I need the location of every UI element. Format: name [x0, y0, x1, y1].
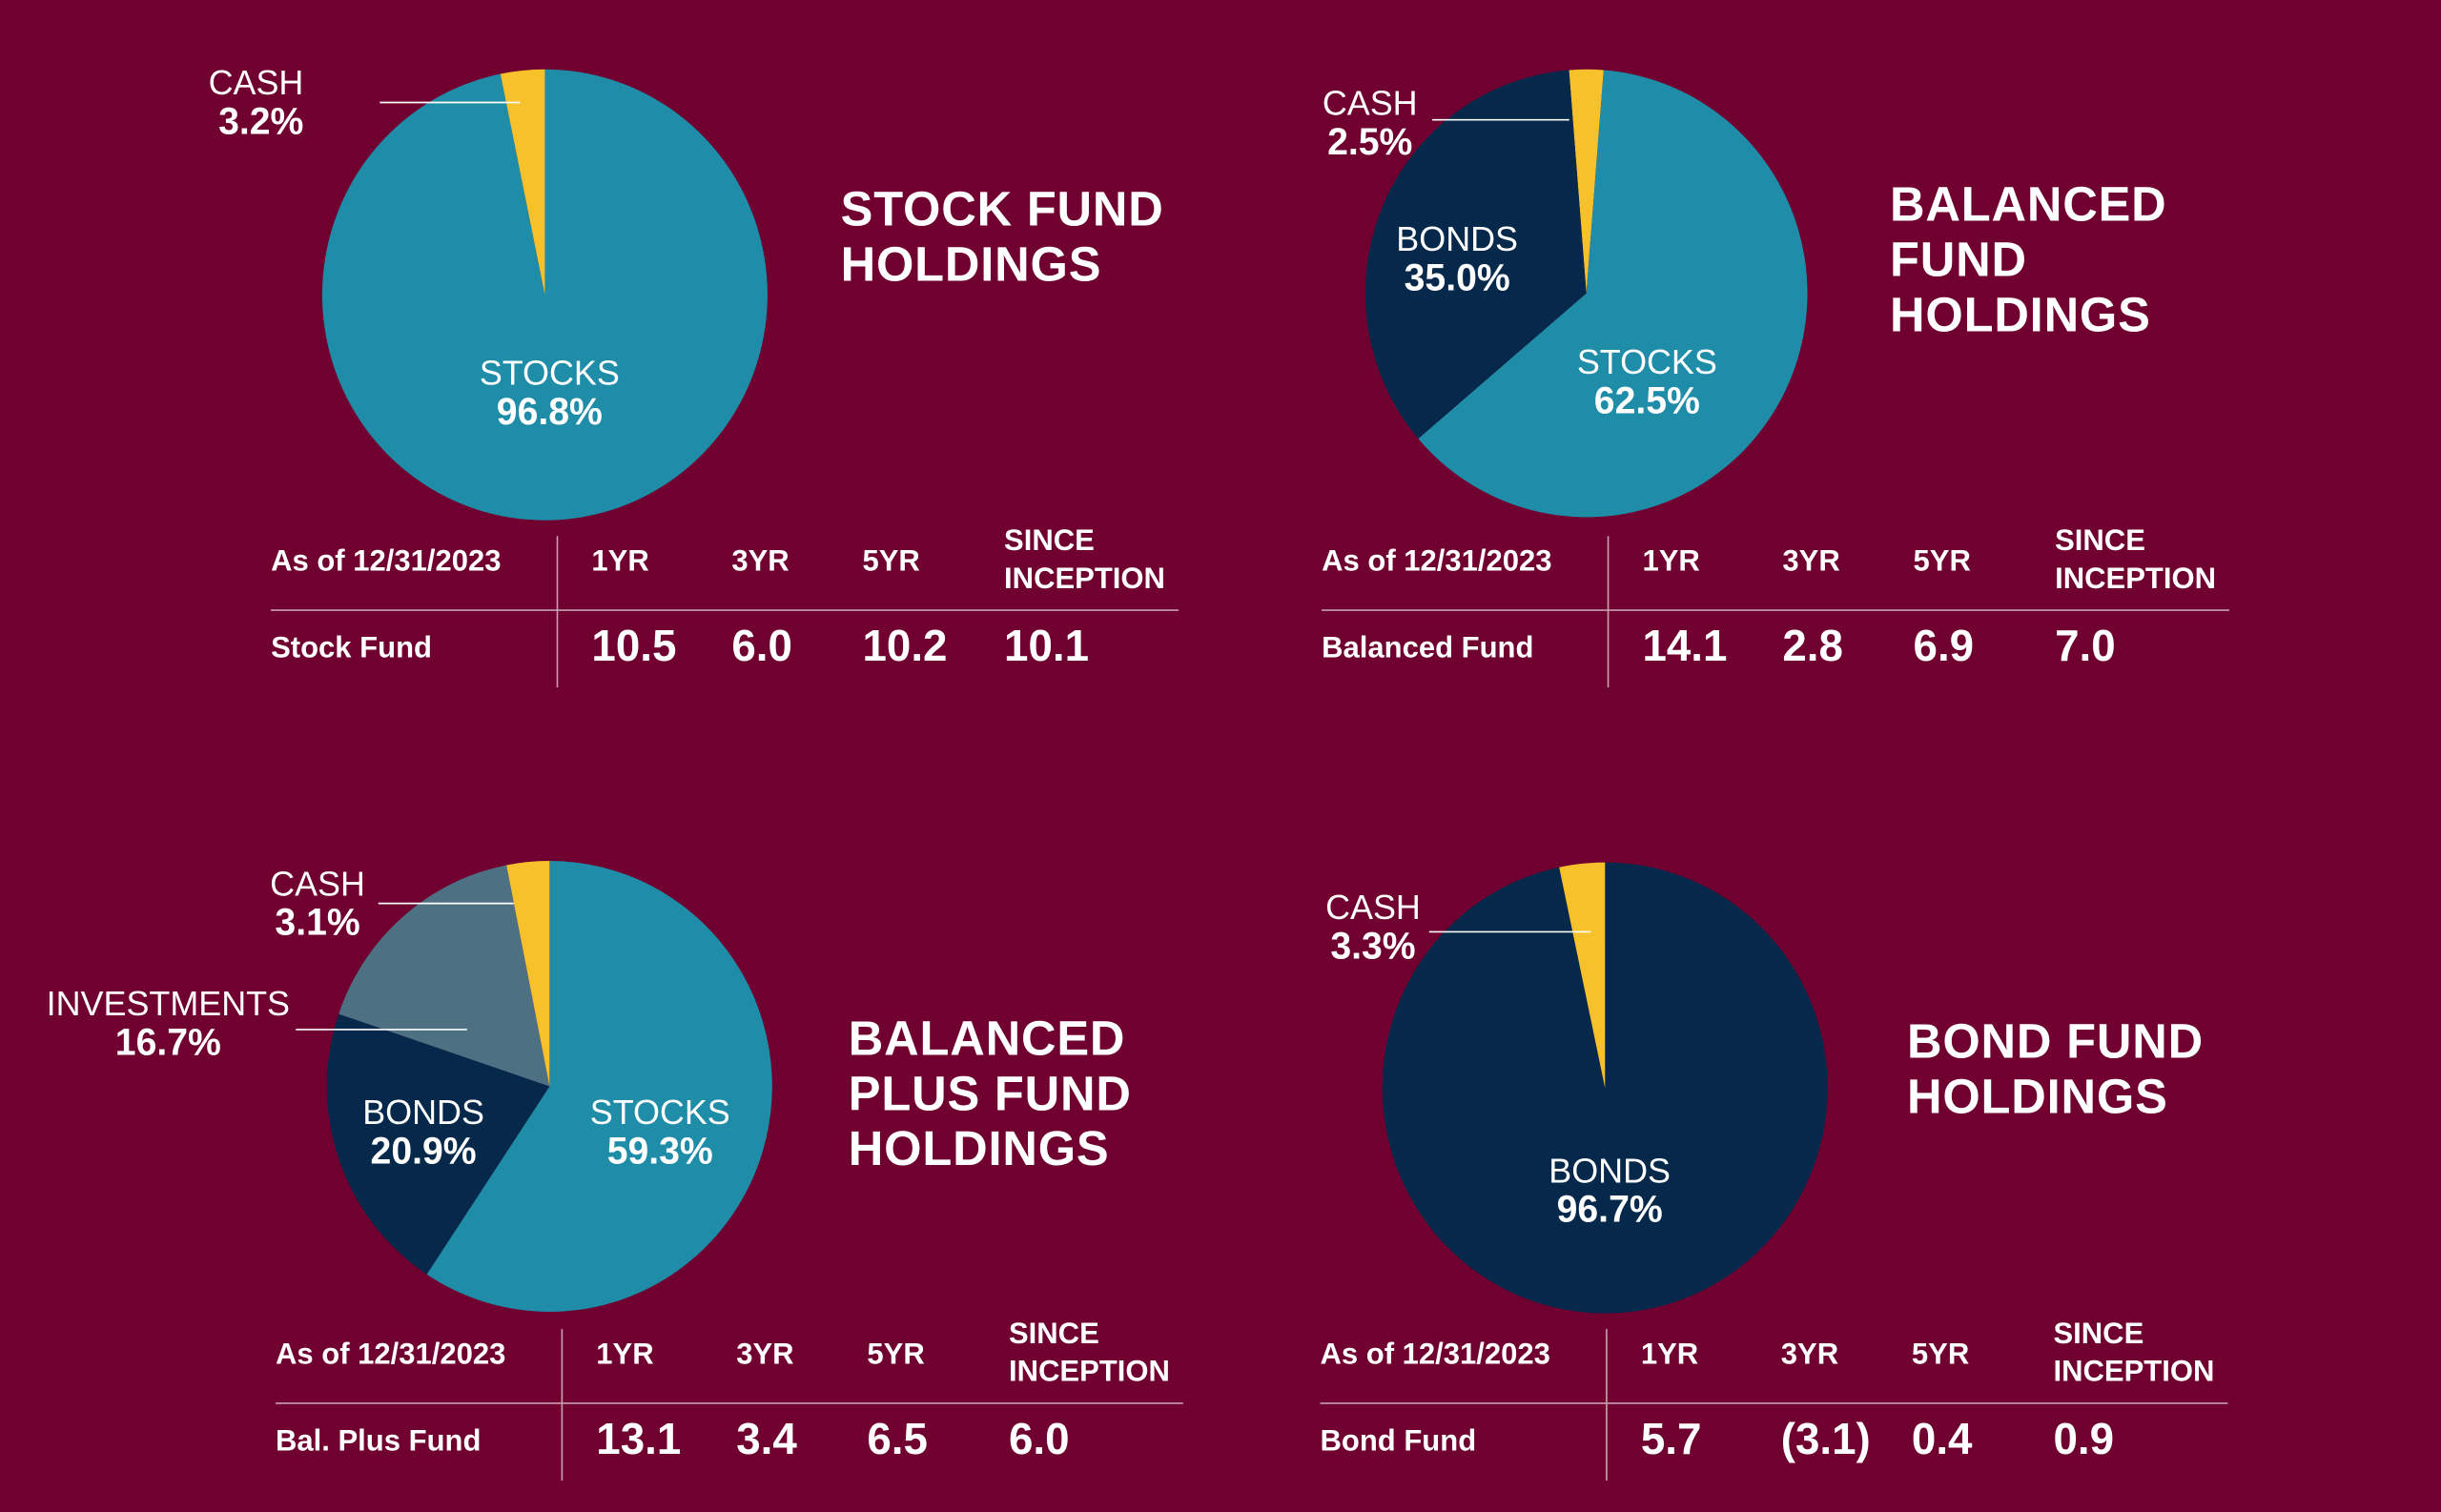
table-value: 10.2 — [862, 621, 948, 670]
slice-label: STOCKS — [480, 353, 620, 392]
pie-slice — [338, 865, 550, 1087]
chart-title: BALANCED PLUS FUND HOLDINGS — [848, 1011, 1132, 1176]
table-header: As of 12/31/2023 — [1322, 545, 1552, 579]
table-value: 7.0 — [2055, 621, 2116, 670]
slice-value: 20.9% — [371, 1130, 477, 1172]
slice-label: BONDS — [1549, 1151, 1671, 1190]
row-name: Bond Fund — [1320, 1425, 1477, 1459]
table-header: 5YR — [1911, 1338, 1970, 1372]
chart-title: BALANCED FUND HOLDINGS — [1890, 176, 2167, 342]
slice-label: CASH — [1325, 888, 1421, 927]
table-header: SINCE INCEPTION — [2053, 1318, 2215, 1390]
table-value: 6.5 — [867, 1414, 928, 1463]
slice-value: 62.5% — [1594, 379, 1700, 421]
table-header: 5YR — [867, 1338, 925, 1372]
slice-value: 3.3% — [1330, 925, 1415, 967]
slice-label: CASH — [270, 864, 365, 903]
slice-value: 2.5% — [1327, 121, 1412, 163]
table-value: 0.4 — [1911, 1414, 1973, 1463]
table-value: 13.1 — [596, 1414, 682, 1463]
table-header: SINCE INCEPTION — [2055, 524, 2217, 597]
table-value: 14.1 — [1642, 621, 1728, 670]
table-value: 6.9 — [1913, 621, 1975, 670]
slice-label: BONDS — [362, 1093, 484, 1132]
pie-slice — [426, 860, 772, 1312]
slice-value: 3.1% — [275, 901, 359, 943]
slice-label: CASH — [209, 63, 304, 102]
pie-slice — [1569, 69, 1604, 294]
table-header: As of 12/31/2023 — [271, 545, 502, 579]
table-header: As of 12/31/2023 — [1320, 1338, 1550, 1372]
row-name: Stock Fund — [271, 632, 432, 665]
table-header: 1YR — [1640, 1338, 1699, 1372]
pie-slice — [506, 860, 550, 1087]
table-header: 1YR — [591, 545, 649, 579]
row-name: Bal. Plus Fund — [275, 1425, 482, 1459]
table-header: 1YR — [596, 1338, 654, 1372]
table-value: (3.1) — [1780, 1414, 1871, 1463]
chart-title: STOCK FUND HOLDINGS — [840, 181, 1164, 292]
pie-slice — [1418, 70, 1808, 518]
table-header: 5YR — [862, 545, 920, 579]
table-header: As of 12/31/2023 — [275, 1338, 506, 1372]
slice-value: 16.7% — [115, 1021, 221, 1063]
chart-title: BOND FUND HOLDINGS — [1906, 1013, 2205, 1125]
slice-label: BONDS — [1396, 219, 1518, 258]
slice-value: 35.0% — [1405, 256, 1510, 298]
pie-slice — [321, 69, 768, 521]
table-header: 5YR — [1913, 545, 1971, 579]
slice-label: CASH — [1323, 84, 1418, 123]
table-value: 2.8 — [1782, 621, 1843, 670]
slice-label: STOCKS — [1577, 342, 1717, 381]
slice-value: 96.8% — [497, 391, 603, 433]
table-header: SINCE INCEPTION — [1004, 524, 1165, 597]
slice-value: 59.3% — [607, 1130, 713, 1172]
table-header: 3YR — [1780, 1338, 1839, 1372]
pie-slice — [1364, 70, 1587, 439]
table-value: 10.5 — [591, 621, 677, 670]
slice-label: STOCKS — [590, 1093, 730, 1132]
table-value: 3.4 — [736, 1414, 797, 1463]
table-header: 3YR — [731, 545, 790, 579]
pie-slice — [500, 69, 545, 296]
table-header: 1YR — [1642, 545, 1700, 579]
row-name: Balanced Fund — [1322, 632, 1534, 665]
table-header: 3YR — [736, 1338, 794, 1372]
table-value: 0.9 — [2053, 1414, 2115, 1463]
slice-value: 96.7% — [1557, 1188, 1663, 1230]
pie-slice — [1559, 862, 1606, 1089]
table-value: 10.1 — [1004, 621, 1090, 670]
slice-label: INVESTMENTS — [47, 984, 290, 1023]
table-value: 6.0 — [731, 621, 792, 670]
pie-slice — [326, 1013, 550, 1275]
table-header: 3YR — [1782, 545, 1840, 579]
table-header: SINCE INCEPTION — [1008, 1318, 1170, 1390]
slice-value: 3.2% — [218, 100, 303, 142]
table-value: 6.0 — [1008, 1414, 1070, 1463]
table-value: 5.7 — [1640, 1414, 1702, 1463]
